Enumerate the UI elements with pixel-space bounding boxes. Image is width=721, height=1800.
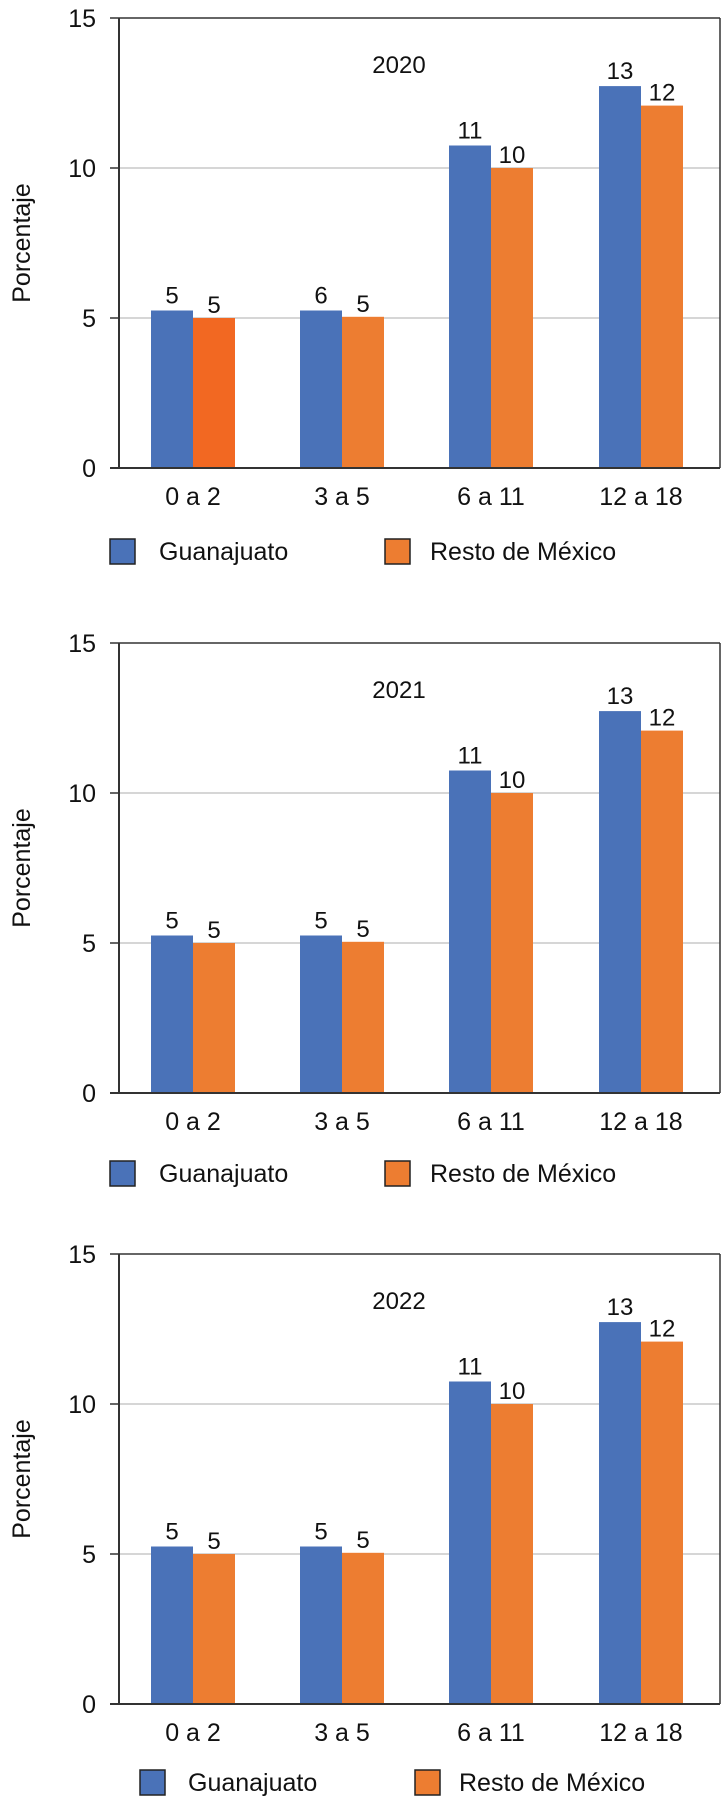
- data-label: 5: [207, 1528, 220, 1555]
- bar-resto-de-mexico-2: [491, 1404, 533, 1704]
- bar-guanajuato-2: [449, 145, 491, 468]
- data-label: 10: [499, 767, 526, 794]
- chart-title: 2020: [372, 52, 425, 79]
- chart-title: 2022: [372, 1288, 425, 1315]
- y-tick-label: 5: [82, 930, 96, 958]
- bar-resto-de-mexico-3: [641, 1341, 683, 1704]
- x-tick-label: 6 a 11: [457, 1719, 525, 1747]
- chart-2021: 0 5 10 15 5 5 11 13 5 5 10 12 0 a 2 3 a 5 6 a 11 12 a 1…: [8, 630, 721, 1188]
- data-label: 5: [356, 291, 369, 318]
- chart-2022: 0 5 10 15 5 5 11 13 5 5 10 12 0 a 2 3 a 5 6 a 11 12 a 1…: [8, 1241, 721, 1797]
- x-tick-label: 6 a 11: [457, 1108, 525, 1136]
- x-tick-label: 0 a 2: [165, 483, 221, 511]
- bar-guanajuato-0: [151, 1546, 193, 1704]
- data-label: 12: [649, 80, 676, 107]
- legend-label-guanajuato: Guanajuato: [188, 1769, 317, 1797]
- bar-resto-de-mexico-0: [193, 943, 235, 1093]
- legend-label-guanajuato: Guanajuato: [159, 538, 288, 566]
- data-label: 13: [607, 683, 634, 710]
- bar-guanajuato-3: [599, 1322, 641, 1704]
- data-label: 5: [356, 916, 369, 943]
- y-tick-label: 10: [68, 155, 96, 183]
- y-tick-label: 0: [82, 455, 96, 483]
- y-axis-label: Porcentaje: [8, 1419, 36, 1539]
- bar-guanajuato-2: [449, 1381, 491, 1704]
- bar-guanajuato-1: [300, 935, 342, 1093]
- legend-swatch-guanajuato: [109, 538, 136, 565]
- bar-resto-de-mexico-3: [641, 730, 683, 1093]
- x-tick-label: 3 a 5: [314, 1719, 370, 1747]
- y-tick-label: 0: [82, 1691, 96, 1719]
- data-label: 11: [458, 743, 483, 770]
- data-label: 10: [499, 142, 526, 169]
- bar-guanajuato-0: [151, 935, 193, 1093]
- bar-resto-de-mexico-3: [641, 105, 683, 468]
- data-label: 5: [165, 283, 178, 310]
- data-label: 5: [207, 292, 220, 319]
- data-label: 5: [314, 908, 327, 935]
- data-label: 5: [356, 1527, 369, 1554]
- y-axis-label: Porcentaje: [8, 183, 36, 303]
- x-tick-label: 3 a 5: [314, 483, 370, 511]
- legend-swatch-resto-de-mexico: [384, 1160, 411, 1187]
- data-label: 5: [314, 1519, 327, 1546]
- x-tick-label: 12 a 18: [599, 1108, 682, 1136]
- chart-2020: 0 5 10 15 5 6 11 13 5 5 10 12 0 a 2 3 a 5 6 a 11 12 a 1…: [8, 5, 721, 566]
- x-tick-label: 6 a 11: [457, 483, 525, 511]
- y-tick-label: 15: [68, 630, 96, 658]
- y-tick-label: 10: [68, 1391, 96, 1419]
- data-label: 11: [458, 118, 483, 145]
- bar-guanajuato-1: [300, 310, 342, 468]
- bar-resto-de-mexico-1: [342, 941, 384, 1093]
- data-label: 5: [165, 908, 178, 935]
- chart-title: 2021: [372, 677, 425, 704]
- bar-resto-de-mexico-1: [342, 316, 384, 468]
- data-label: 5: [165, 1519, 178, 1546]
- bar-resto-de-mexico-1: [342, 1552, 384, 1704]
- data-label: 11: [458, 1354, 483, 1381]
- bar-resto-de-mexico-2: [491, 793, 533, 1093]
- y-tick-label: 15: [68, 5, 96, 33]
- data-label: 13: [607, 1294, 634, 1321]
- y-tick-label: 15: [68, 1241, 96, 1269]
- bar-resto-de-mexico-0: [193, 318, 235, 468]
- legend-swatch-guanajuato: [109, 1160, 136, 1187]
- legend-swatch-guanajuato: [139, 1769, 166, 1796]
- data-label: 10: [499, 1378, 526, 1405]
- x-tick-label: 0 a 2: [165, 1719, 221, 1747]
- bar-resto-de-mexico-2: [491, 168, 533, 468]
- x-tick-label: 3 a 5: [314, 1108, 370, 1136]
- data-label: 12: [649, 705, 676, 732]
- legend-swatch-resto-de-mexico: [414, 1769, 441, 1796]
- y-tick-label: 10: [68, 780, 96, 808]
- y-tick-label: 5: [82, 305, 96, 333]
- y-tick-label: 5: [82, 1541, 96, 1569]
- bar-resto-de-mexico-0: [193, 1554, 235, 1704]
- bar-guanajuato-3: [599, 86, 641, 468]
- x-tick-label: 12 a 18: [599, 1719, 682, 1747]
- bar-guanajuato-2: [449, 770, 491, 1093]
- bar-guanajuato-1: [300, 1546, 342, 1704]
- x-tick-label: 12 a 18: [599, 483, 682, 511]
- y-tick-label: 0: [82, 1080, 96, 1108]
- legend-label-resto-de-mexico: Resto de México: [459, 1769, 645, 1797]
- legend-label-resto-de-mexico: Resto de México: [430, 1160, 616, 1188]
- data-label: 12: [649, 1316, 676, 1343]
- x-tick-label: 0 a 2: [165, 1108, 221, 1136]
- y-axis-label: Porcentaje: [8, 808, 36, 928]
- legend-label-resto-de-mexico: Resto de México: [430, 538, 616, 566]
- data-label: 5: [207, 917, 220, 944]
- legend-swatch-resto-de-mexico: [384, 538, 411, 565]
- legend-label-guanajuato: Guanajuato: [159, 1160, 288, 1188]
- bar-guanajuato-0: [151, 310, 193, 468]
- data-label: 6: [314, 283, 327, 310]
- bar-guanajuato-3: [599, 711, 641, 1093]
- data-label: 13: [607, 58, 634, 85]
